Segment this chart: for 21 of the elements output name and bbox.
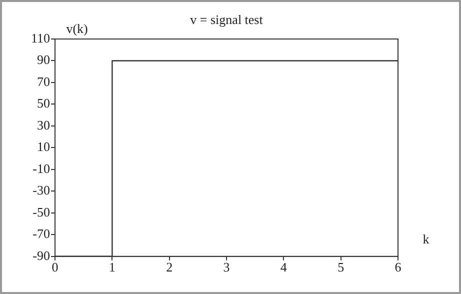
x-tick-label: 6: [394, 260, 402, 275]
x-tick-label: 3: [223, 260, 230, 275]
x-axis-title: k: [422, 231, 430, 246]
x-tick-label: 2: [166, 260, 173, 275]
y-tick-label: -90: [32, 248, 50, 263]
x-tick-label: 0: [52, 260, 58, 275]
x-tick-label: 4: [280, 260, 288, 275]
y-axis-title: v(k): [66, 21, 88, 36]
y-tick-label: -70: [32, 226, 50, 242]
x-tick-label: 5: [338, 260, 344, 275]
y-tick-label: 10: [37, 139, 50, 154]
y-tick-label: -30: [32, 182, 50, 198]
y-tick-label: -10: [32, 160, 50, 176]
chart-title: v = signal test: [190, 12, 264, 27]
x-tick-label: 1: [108, 260, 116, 275]
y-tick-label: 30: [37, 117, 50, 132]
y-tick-label: 110: [30, 30, 50, 46]
y-tick-label: -50: [32, 204, 50, 220]
y-tick-label: 90: [37, 52, 50, 68]
y-tick-label: 70: [37, 74, 50, 89]
y-tick-label: 50: [37, 96, 50, 111]
